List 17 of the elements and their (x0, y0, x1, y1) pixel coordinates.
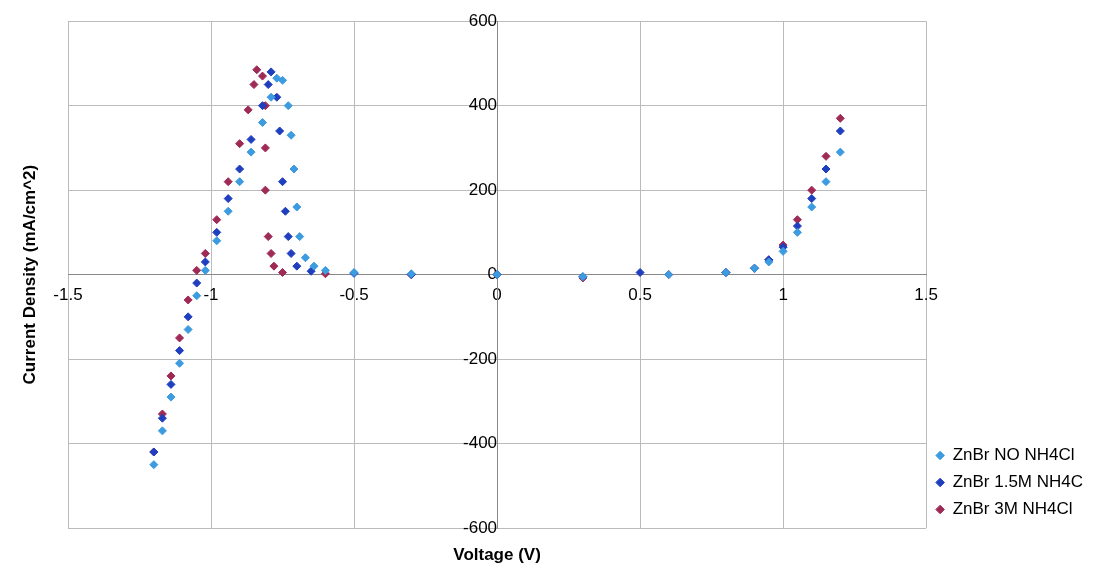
y-tick-label: 400 (468, 95, 498, 115)
x-tick-label: -0.5 (339, 285, 369, 305)
y-axis-title: Current Density (mA/cm^2) (19, 164, 39, 385)
legend-label: ZnBr 1.5M NH4C (952, 472, 1084, 492)
y-tick-label: -600 (463, 517, 498, 537)
y-tick-label: 600 (468, 10, 498, 30)
legend-label: ZnBr NO NH4Cl (952, 445, 1075, 465)
x-tick-label: 0.5 (628, 285, 652, 305)
x-tick-label: -1.5 (53, 285, 83, 305)
y-tick-label: 200 (468, 179, 498, 199)
y-tick-label: -200 (463, 348, 498, 368)
x-axis-title: Voltage (V) (453, 545, 541, 565)
x-tick-label: 1.5 (914, 285, 938, 305)
y-tick-label: -400 (463, 433, 498, 453)
legend-label: ZnBr 3M NH4Cl (952, 499, 1073, 519)
x-tick-label: 1 (778, 285, 788, 305)
x-tick-label: -1 (203, 285, 219, 305)
